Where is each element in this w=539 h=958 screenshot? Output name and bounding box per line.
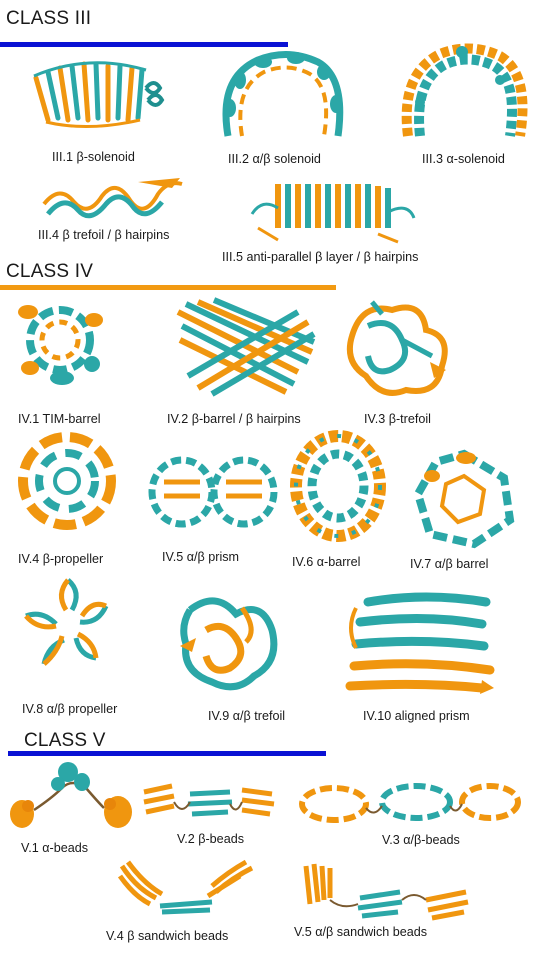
beta-hairpins-icon: [40, 174, 185, 226]
item-label: V.5 α/β sandwich beads: [294, 925, 428, 939]
alpha-beta-barrel-icon: [410, 448, 518, 550]
class-iv-bar: [0, 285, 336, 290]
item-label: IV.7 α/β barrel: [410, 557, 489, 571]
alpha-solenoid-icon: [400, 43, 530, 144]
tim-barrel-icon: [10, 290, 110, 390]
item-label: III.1 β-solenoid: [52, 150, 135, 164]
beta-beads-icon: [138, 772, 278, 832]
beta-propeller-icon: [12, 426, 122, 536]
item-label: III.3 α-solenoid: [422, 152, 505, 166]
antiparallel-beta-layer-icon: [248, 172, 418, 246]
aligned-prism-icon: [345, 588, 496, 696]
beta-sandwich-beads-icon: [116, 858, 256, 924]
beta-barrel-icon: [168, 292, 318, 402]
alpha-beta-solenoid-icon: [218, 48, 348, 143]
alpha-beta-prism-icon: [148, 452, 278, 532]
item-label: V.4 β sandwich beads: [106, 929, 229, 943]
item-label: III.4 β trefoil / β hairpins: [38, 228, 170, 242]
item-label: V.1 α-beads: [21, 841, 89, 855]
item-label: IV.4 β-propeller: [18, 552, 104, 566]
beta-trefoil-icon: [342, 296, 462, 402]
alpha-barrel-icon: [290, 430, 386, 542]
item-label: IV.6 α-barrel: [292, 555, 361, 569]
class-iii-bar: [0, 42, 288, 47]
item-label: IV.1 TIM-barrel: [18, 412, 101, 426]
item-label: III.5 anti-parallel β layer / β hairpins: [222, 250, 419, 264]
item-label: V.2 β-beads: [177, 832, 244, 846]
alpha-beta-propeller-icon: [18, 572, 118, 678]
class-v-bar: [8, 751, 326, 756]
alpha-beta-beads-icon: [298, 780, 524, 830]
beta-solenoid-icon: [28, 48, 168, 138]
item-label: IV.5 α/β prism: [162, 550, 240, 564]
item-label: IV.3 β-trefoil: [364, 412, 431, 426]
alpha-beads-icon: [6, 758, 138, 840]
item-label: IV.9 α/β trefoil: [208, 709, 286, 723]
item-label: III.2 α/β solenoid: [228, 152, 321, 166]
class-v-title: CLASS V: [24, 730, 106, 751]
item-label: IV.10 aligned prism: [363, 709, 470, 723]
alpha-beta-trefoil-icon: [176, 590, 286, 700]
item-label: IV.2 β-barrel / β hairpins: [167, 412, 301, 426]
alpha-beta-sandwich-beads-icon: [296, 860, 476, 926]
class-iv-title: CLASS IV: [6, 261, 94, 282]
item-label: V.3 α/β-beads: [382, 833, 460, 847]
item-label: IV.8 α/β propeller: [22, 702, 118, 716]
class-iii-title: CLASS III: [6, 8, 92, 29]
